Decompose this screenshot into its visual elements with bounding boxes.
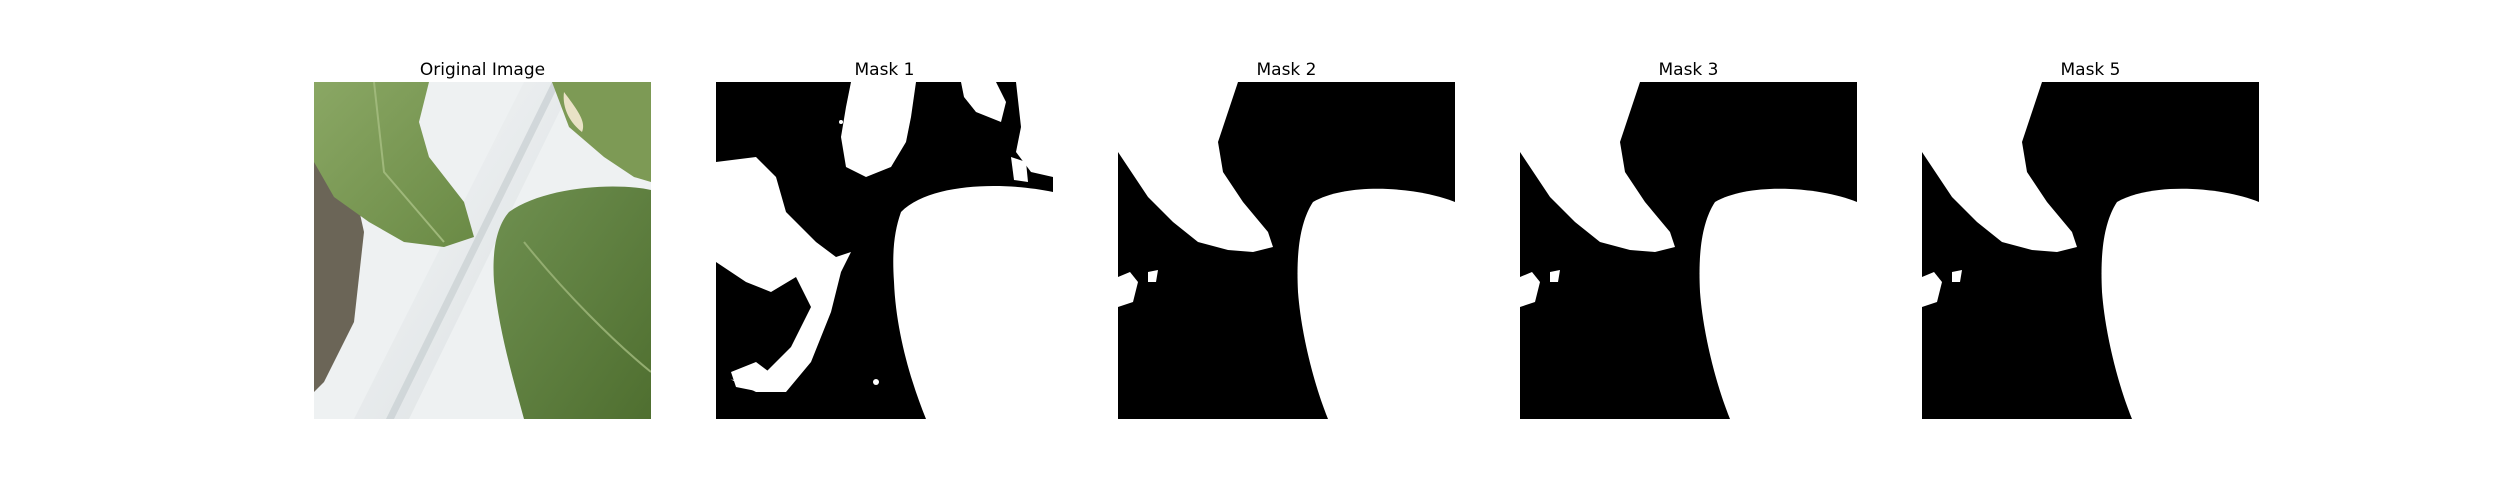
mask-1-image: [716, 82, 1053, 419]
panel-mask-3: Mask 3: [1520, 58, 1857, 419]
panel-mask-5: Mask 5: [1922, 58, 2259, 419]
panel-title: Original Image: [419, 60, 546, 80]
panel-original-image: Original Image: [314, 58, 651, 419]
panel-mask-1: Mask 1: [716, 58, 1053, 419]
mask-2-image: [1118, 82, 1455, 419]
panel-title: Mask 2: [1256, 60, 1317, 80]
panel-title: Mask 5: [2060, 60, 2121, 80]
original-image: [314, 82, 651, 419]
panel-mask-2: Mask 2: [1118, 58, 1455, 419]
panel-title: Mask 1: [854, 60, 915, 80]
panel-title: Mask 3: [1658, 60, 1719, 80]
mask-5-image: [1922, 82, 2259, 419]
mask-3-image: [1520, 82, 1857, 419]
